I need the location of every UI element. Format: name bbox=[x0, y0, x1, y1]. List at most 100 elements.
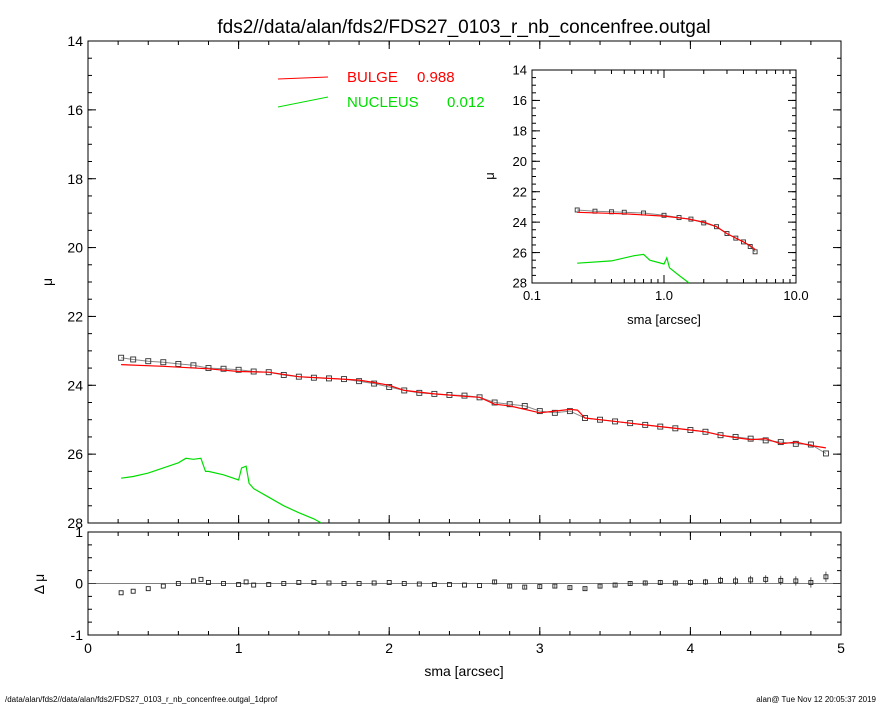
residual-point bbox=[642, 580, 648, 586]
residual-point bbox=[763, 576, 769, 582]
residual-point bbox=[401, 581, 407, 586]
bulge-line bbox=[121, 364, 826, 449]
residual-point bbox=[703, 579, 708, 585]
data-point bbox=[733, 235, 739, 241]
residual-point bbox=[672, 580, 678, 586]
inset-y-tick-label: 20 bbox=[513, 154, 527, 169]
x-axis-label: sma [arcsec] bbox=[424, 663, 503, 679]
data-point bbox=[792, 440, 799, 447]
main-series bbox=[118, 354, 829, 523]
inset-series bbox=[574, 207, 758, 283]
main-y-tick-label: 26 bbox=[67, 446, 83, 462]
residual-point bbox=[281, 581, 287, 586]
data-point bbox=[822, 450, 829, 457]
residual-y-tick-label: -1 bbox=[71, 627, 84, 643]
residual-point bbox=[386, 580, 392, 585]
legend-value-nucleus: 0.012 bbox=[447, 94, 485, 111]
inset-plot-frame bbox=[531, 69, 797, 284]
data-point bbox=[175, 360, 182, 367]
data-point bbox=[506, 401, 513, 408]
inset-y-tick-label: 24 bbox=[513, 215, 527, 230]
residual-point bbox=[462, 582, 467, 588]
data-point bbox=[386, 384, 393, 390]
residual-point bbox=[492, 579, 498, 585]
residual-point bbox=[627, 581, 633, 586]
residual-point bbox=[371, 580, 377, 586]
data-point bbox=[235, 366, 242, 373]
residual-point bbox=[251, 582, 257, 588]
inset-y-axis-label: μ bbox=[482, 172, 497, 180]
main-y-tick-label: 28 bbox=[67, 515, 83, 531]
main-y-axis-label: μ bbox=[39, 278, 55, 286]
residual-point bbox=[823, 574, 829, 580]
residual-y-tick-label: 0 bbox=[75, 576, 83, 592]
residual-point bbox=[582, 586, 588, 592]
residual-point bbox=[657, 580, 663, 585]
legend-swatch-nucleus bbox=[277, 96, 329, 108]
nucleus-line bbox=[121, 457, 322, 523]
inset-x-tick-label: 0.1 bbox=[523, 288, 541, 303]
data-point bbox=[536, 408, 543, 415]
nucleus-line bbox=[577, 253, 690, 283]
residual-point bbox=[733, 578, 739, 584]
inset-x-tick-label: 10.0 bbox=[783, 288, 808, 303]
data-point bbox=[356, 378, 363, 385]
main-y-tick-label: 20 bbox=[67, 240, 83, 256]
main-ticks: 14 16 18 20 22 24 26 28 bbox=[67, 33, 842, 531]
clipped-series bbox=[118, 354, 829, 523]
data-point bbox=[160, 359, 167, 366]
residual-x-tick-label: 5 bbox=[837, 640, 845, 656]
legend-value-bulge: 0.988 bbox=[417, 69, 455, 86]
bulge-line bbox=[577, 211, 756, 250]
residual-point bbox=[190, 578, 196, 584]
residual-point bbox=[597, 583, 603, 589]
main-y-tick-label: 14 bbox=[67, 33, 83, 49]
residual-point bbox=[431, 582, 437, 587]
residual-point bbox=[198, 576, 204, 582]
main-y-tick-label: 18 bbox=[67, 171, 83, 187]
residual-point bbox=[236, 582, 242, 587]
data-point bbox=[741, 239, 746, 245]
inset-ticks: 14 16 18 20 22 24 26 280.1 1.0 10.0 bbox=[513, 63, 809, 303]
data-point bbox=[145, 358, 152, 365]
residual-point bbox=[718, 577, 723, 583]
residual-point bbox=[446, 582, 452, 587]
data-point bbox=[574, 207, 580, 213]
inset-y-tick-label: 28 bbox=[513, 276, 527, 291]
residual-point bbox=[266, 582, 272, 587]
inset-panel: 14 16 18 20 22 24 26 280.1 1.0 10.0 μ sma [arcsec… bbox=[482, 63, 809, 327]
residual-point bbox=[522, 584, 528, 590]
chart-title: fds2//data/alan/fds2/FDS27_0103_r_nb_con… bbox=[217, 17, 710, 38]
data-point bbox=[747, 435, 754, 442]
residual-point bbox=[356, 581, 362, 586]
residual-x-tick-label: 3 bbox=[536, 640, 544, 656]
inset-y-tick-label: 18 bbox=[513, 124, 527, 139]
residual-point bbox=[808, 580, 814, 585]
inset-y-tick-label: 22 bbox=[513, 184, 527, 199]
data-point bbox=[566, 408, 573, 415]
footer-file-path: /data/alan/fds2//data/alan/fds2/FDS27_01… bbox=[5, 695, 278, 704]
residual-x-tick-label: 2 bbox=[385, 640, 393, 656]
data-point bbox=[777, 439, 784, 446]
main-panel: 14 16 18 20 22 24 26 28 μ BULGE 0.988 NUCLEUS 0.01… bbox=[39, 33, 842, 531]
residual-point bbox=[416, 581, 422, 587]
residual-point bbox=[552, 583, 558, 589]
data-point bbox=[220, 365, 227, 372]
residual-point bbox=[221, 581, 226, 586]
data-point bbox=[521, 402, 528, 409]
residual-series bbox=[88, 571, 841, 596]
data-point bbox=[752, 249, 758, 255]
residual-point bbox=[567, 585, 573, 591]
data-point bbox=[762, 437, 769, 444]
residual-x-tick-label: 4 bbox=[687, 640, 695, 656]
residual-point bbox=[296, 580, 302, 585]
residual-point bbox=[687, 580, 693, 585]
legend: BULGE 0.988 NUCLEUS 0.012 bbox=[277, 69, 485, 111]
data-point bbox=[118, 354, 125, 361]
residual-point bbox=[243, 579, 249, 585]
inset-x-axis-label: sma [arcsec] bbox=[627, 312, 701, 327]
residual-point bbox=[477, 583, 483, 589]
legend-label-nucleus: NUCLEUS bbox=[347, 94, 419, 111]
